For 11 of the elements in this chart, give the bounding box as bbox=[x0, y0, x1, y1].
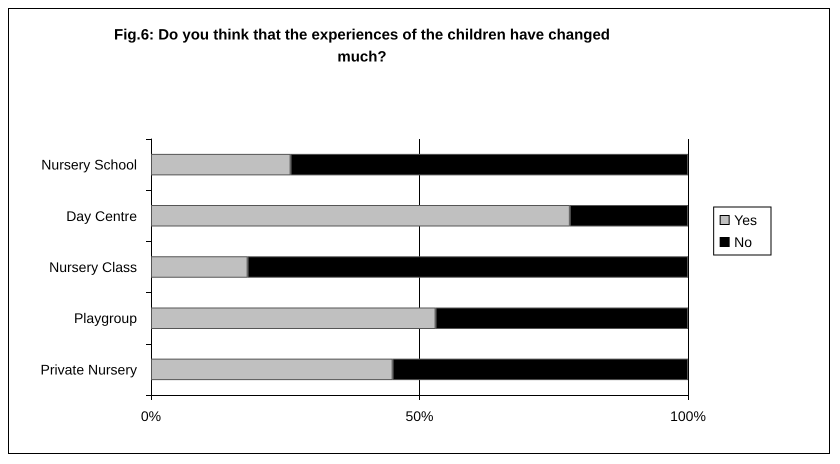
y-tick-label: Day Centre bbox=[66, 208, 138, 224]
y-tick-label: Nursery School bbox=[41, 156, 137, 173]
y-tick-label: Playgroup bbox=[74, 310, 138, 326]
x-tick-label: 0% bbox=[140, 408, 162, 424]
x-tick-label: 100% bbox=[670, 408, 706, 424]
legend-label: Yes bbox=[734, 212, 758, 228]
chart-title: Fig.6: Do you think that the experiences of the children have changed much? bbox=[114, 26, 610, 66]
legend-label: No bbox=[734, 234, 752, 250]
y-tick-label: Nursery Class bbox=[49, 259, 137, 275]
x-tick-label: 50% bbox=[405, 408, 434, 424]
y-tick-label: Private Nursery bbox=[40, 361, 137, 378]
